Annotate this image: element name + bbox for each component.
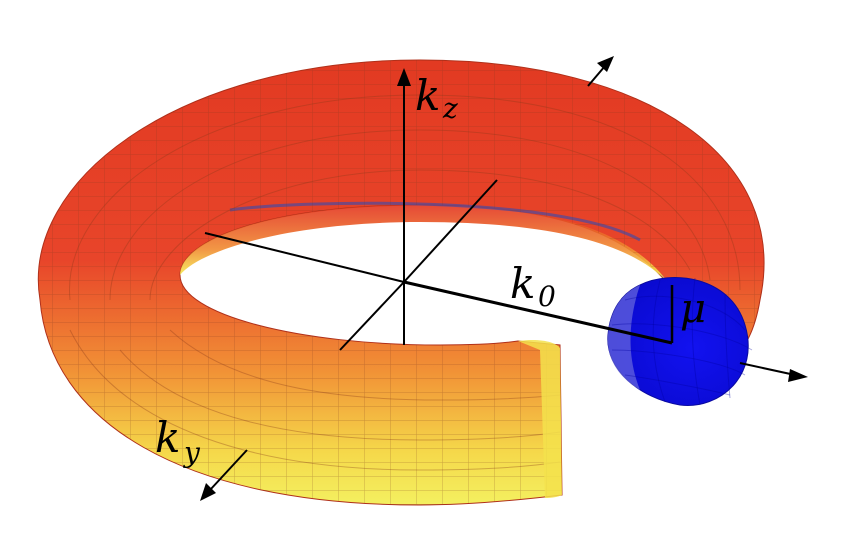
kx-axis-back: [403, 179, 498, 283]
torus-surface: [37, 59, 765, 506]
kz-label: k: [415, 71, 440, 120]
axes: [200, 56, 808, 501]
k0-radius: [403, 280, 673, 345]
k0-extension: [739, 362, 796, 376]
cross-section: [607, 277, 753, 406]
kz-arrowhead: [397, 68, 411, 86]
labels: k z k 0 k y μ: [155, 71, 706, 469]
ky-lower-arrow: [209, 449, 248, 491]
ky-label: k: [155, 413, 180, 462]
kz-subscript: z: [442, 92, 458, 125]
ky-subscript: y: [182, 436, 201, 469]
k0-arrowhead: [788, 369, 808, 382]
k0-subscript: 0: [538, 280, 556, 313]
mu-label: μ: [680, 286, 706, 332]
kx-upper-arrow: [587, 65, 606, 87]
kx-axis-front: [339, 281, 405, 351]
kx-upper-arrowhead: [597, 56, 614, 72]
ky-axis-back: [204, 232, 405, 283]
k0-label: k: [510, 259, 535, 308]
ky-lower-arrowhead: [200, 483, 216, 501]
